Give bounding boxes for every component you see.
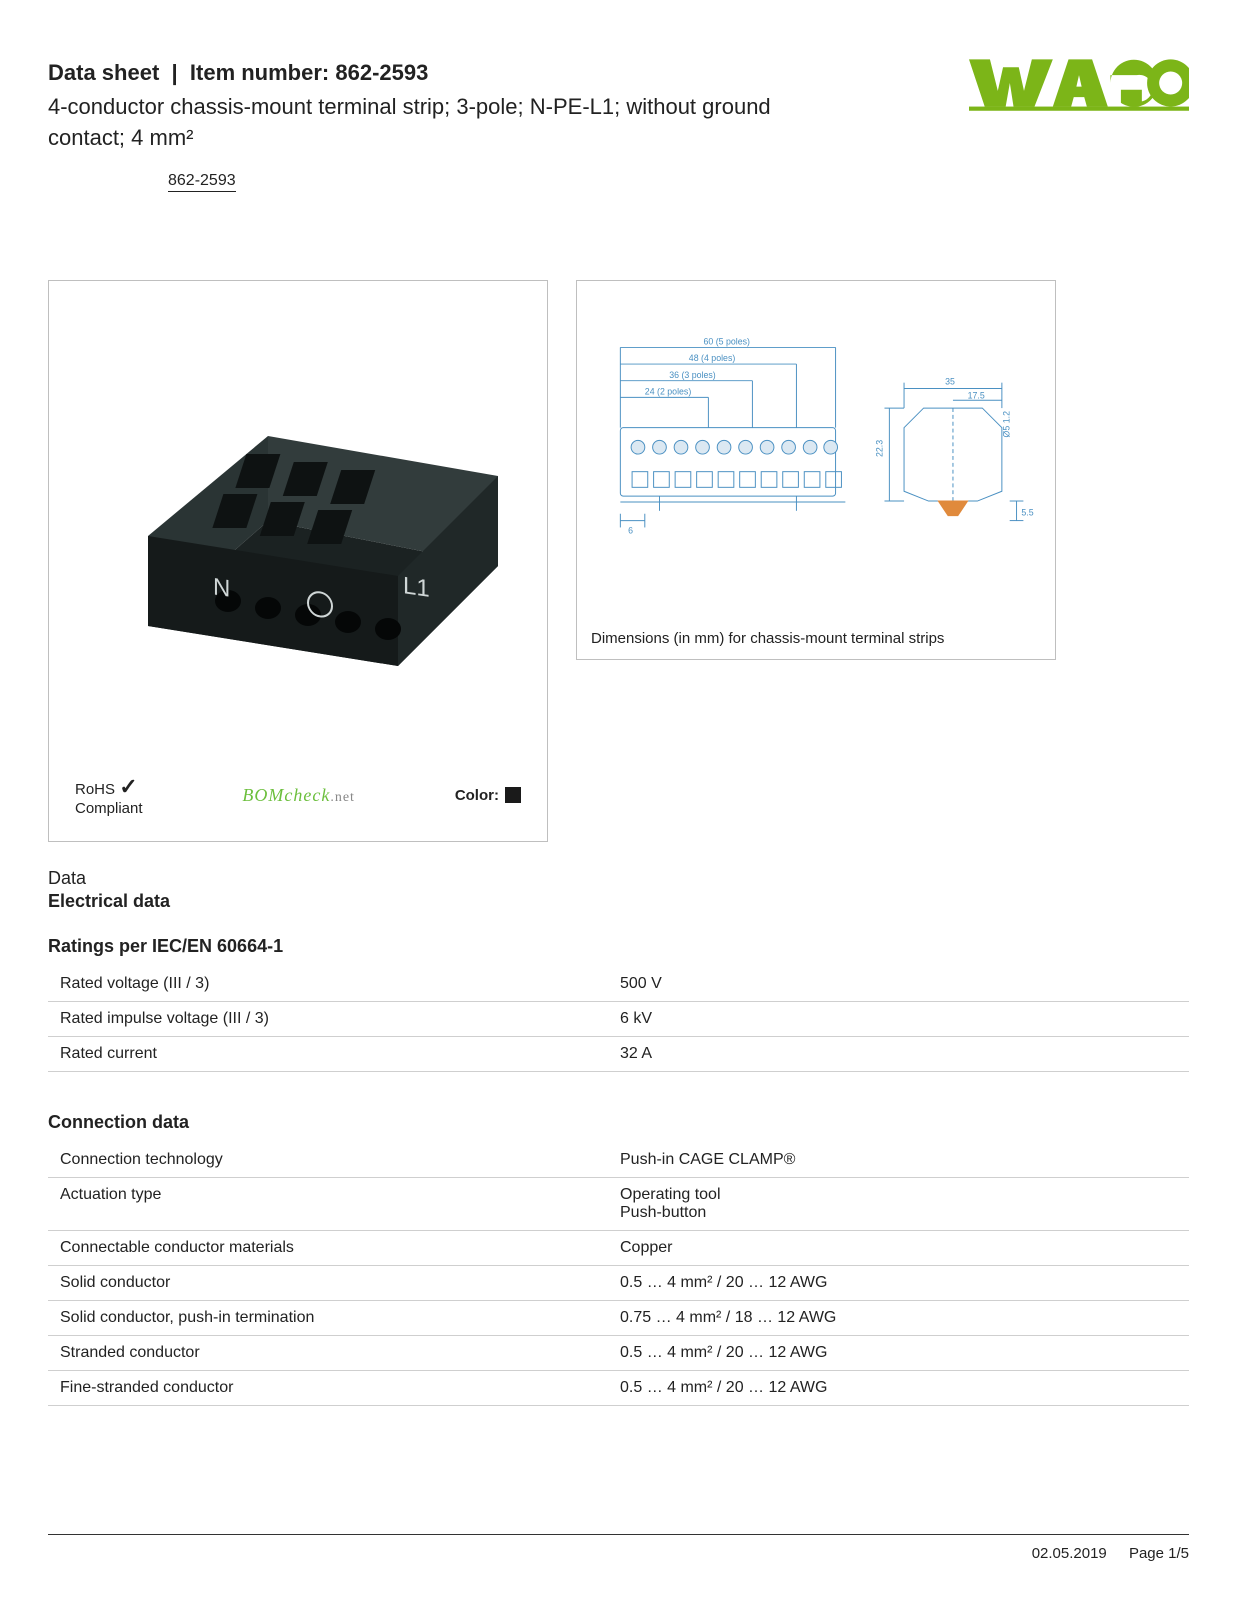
dimension-diagram: 60 (5 poles) 48 (4 poles) 36 (3 poles) 2… xyxy=(587,291,1045,624)
dim-223: 22.3 xyxy=(875,440,885,457)
header: Data sheet | Item number: 862-2593 4-con… xyxy=(48,60,1189,154)
brand-logo xyxy=(969,54,1189,117)
table-row: Solid conductor, push-in termination0.75… xyxy=(48,1300,1189,1335)
spec-value: Push-in CAGE CLAMP® xyxy=(608,1143,1189,1178)
rohs-line2: Compliant xyxy=(75,800,143,817)
spec-key: Rated current xyxy=(48,1036,608,1071)
dim-dia: Ø5 1.2 xyxy=(1002,411,1012,438)
table-row: Rated current32 A xyxy=(48,1036,1189,1071)
rohs-badge: RoHS ✓ Compliant xyxy=(75,774,143,817)
dim-24: 24 (2 poles) xyxy=(645,386,692,396)
svg-text:N: N xyxy=(213,574,230,603)
dim-60: 60 (5 poles) xyxy=(704,337,751,347)
diagram-caption: Dimensions (in mm) for chassis-mount ter… xyxy=(587,624,1045,649)
dim-48: 48 (4 poles) xyxy=(689,353,736,363)
check-icon: ✓ xyxy=(119,774,137,799)
spec-value: 0.5 … 4 mm² / 20 … 12 AWG xyxy=(608,1370,1189,1405)
header-text-block: Data sheet | Item number: 862-2593 4-con… xyxy=(48,60,969,154)
subtitle: 4-conductor chassis-mount terminal strip… xyxy=(48,92,828,154)
dim-175: 17.5 xyxy=(968,390,985,400)
table-row: Connectable conductor materialsCopper xyxy=(48,1230,1189,1265)
electrical-data-title: Electrical data xyxy=(48,891,1189,912)
table-row: Actuation typeOperating toolPush-button xyxy=(48,1177,1189,1230)
color-indicator: Color: xyxy=(455,787,521,804)
bomcheck-badge: BOMcheck.net xyxy=(242,785,355,806)
spec-value: 500 V xyxy=(608,967,1189,1002)
table-row: Fine-stranded conductor0.5 … 4 mm² / 20 … xyxy=(48,1370,1189,1405)
product-render: N L1 xyxy=(67,299,529,774)
spec-key: Stranded conductor xyxy=(48,1335,608,1370)
connection-title: Connection data xyxy=(48,1112,1189,1133)
dim-55: 5.5 xyxy=(1021,508,1033,518)
spec-key: Rated impulse voltage (III / 3) xyxy=(48,1001,608,1036)
part-number-line: 862-2593 xyxy=(168,172,1189,190)
rohs-line1: RoHS xyxy=(75,781,115,798)
datasheet-prefix: Data sheet xyxy=(48,60,159,85)
ratings-title: Ratings per IEC/EN 60664-1 xyxy=(48,936,1189,957)
svg-text:L1: L1 xyxy=(403,572,430,603)
data-section-label: Data xyxy=(48,868,1189,889)
bomcheck-main: BOMcheck xyxy=(242,785,330,805)
spec-value: Operating toolPush-button xyxy=(608,1177,1189,1230)
spec-key: Connection technology xyxy=(48,1143,608,1178)
spec-value: 32 A xyxy=(608,1036,1189,1071)
spec-value: Copper xyxy=(608,1230,1189,1265)
ratings-table: Rated voltage (III / 3)500 VRated impuls… xyxy=(48,967,1189,1072)
datasheet-title: Data sheet | Item number: 862-2593 xyxy=(48,60,969,86)
dimension-diagram-box: 60 (5 poles) 48 (4 poles) 36 (3 poles) 2… xyxy=(576,280,1056,660)
spec-key: Connectable conductor materials xyxy=(48,1230,608,1265)
spec-value: 6 kV xyxy=(608,1001,1189,1036)
rohs-text: RoHS ✓ Compliant xyxy=(75,774,143,817)
table-row: Rated impulse voltage (III / 3)6 kV xyxy=(48,1001,1189,1036)
spec-key: Solid conductor xyxy=(48,1265,608,1300)
table-row: Stranded conductor0.5 … 4 mm² / 20 … 12 … xyxy=(48,1335,1189,1370)
spec-key: Actuation type xyxy=(48,1177,608,1230)
part-number-link[interactable]: 862-2593 xyxy=(168,172,236,192)
table-row: Solid conductor0.5 … 4 mm² / 20 … 12 AWG xyxy=(48,1265,1189,1300)
table-row: Rated voltage (III / 3)500 V xyxy=(48,967,1189,1002)
footer-date: 02.05.2019 xyxy=(1032,1545,1107,1562)
bomcheck-suffix: .net xyxy=(330,790,355,805)
item-number: 862-2593 xyxy=(335,60,428,85)
spec-key: Fine-stranded conductor xyxy=(48,1370,608,1405)
item-number-label: Item number: xyxy=(190,60,329,85)
dim-36: 36 (3 poles) xyxy=(669,370,716,380)
spec-key: Solid conductor, push-in termination xyxy=(48,1300,608,1335)
dim-6: 6 xyxy=(628,525,633,535)
dim-35: 35 xyxy=(945,377,955,387)
color-swatch xyxy=(505,787,521,803)
spec-value: 0.75 … 4 mm² / 18 … 12 AWG xyxy=(608,1300,1189,1335)
spec-value: 0.5 … 4 mm² / 20 … 12 AWG xyxy=(608,1265,1189,1300)
product-badges: RoHS ✓ Compliant BOMcheck.net Color: xyxy=(67,774,529,823)
color-label: Color: xyxy=(455,787,499,804)
connection-table: Connection technologyPush-in CAGE CLAMP®… xyxy=(48,1143,1189,1406)
image-row: N L1 RoHS ✓ Compliant BOMcheck.net Color… xyxy=(48,280,1189,842)
table-row: Connection technologyPush-in CAGE CLAMP® xyxy=(48,1143,1189,1178)
footer-page: Page 1/5 xyxy=(1129,1545,1189,1562)
spec-value: 0.5 … 4 mm² / 20 … 12 AWG xyxy=(608,1335,1189,1370)
page-footer: 02.05.2019 Page 1/5 xyxy=(48,1534,1189,1562)
spec-key: Rated voltage (III / 3) xyxy=(48,967,608,1002)
product-image-box: N L1 RoHS ✓ Compliant BOMcheck.net Color… xyxy=(48,280,548,842)
